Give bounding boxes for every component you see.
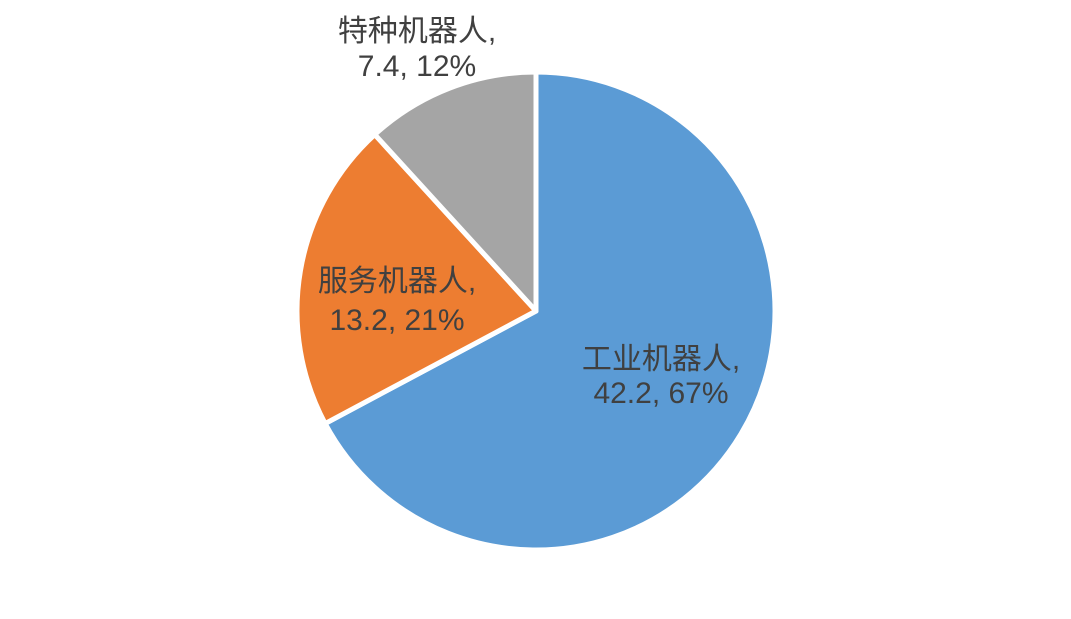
pie-label-service-robots: 服务机器人, 13.2, 21% — [318, 265, 476, 337]
pie-label-special-robots: 特种机器人, 7.4, 12% — [338, 15, 496, 83]
pie-slice-service-robots — [294, 132, 539, 427]
pie-slices — [294, 69, 778, 553]
pie-label-line: 13.2, 21% — [329, 304, 464, 337]
pie-label-line: 特种机器人, — [338, 15, 496, 48]
pie-label-line: 工业机器人, — [582, 343, 740, 376]
pie-label-industrial-robots: 工业机器人, 42.2, 67% — [582, 343, 740, 410]
pie-slice-industrial-robots — [322, 69, 778, 553]
pie-label-line: 服务机器人, — [318, 265, 476, 298]
pie-label-line: 7.4, 12% — [358, 50, 476, 83]
pie-label-line: 42.2, 67% — [593, 377, 728, 410]
pie-slice-special-robots — [372, 69, 539, 314]
pie-labels: 工业机器人, 42.2, 67% 服务机器人, 13.2, 21% 特种机器人, 7.4,… — [318, 15, 740, 410]
